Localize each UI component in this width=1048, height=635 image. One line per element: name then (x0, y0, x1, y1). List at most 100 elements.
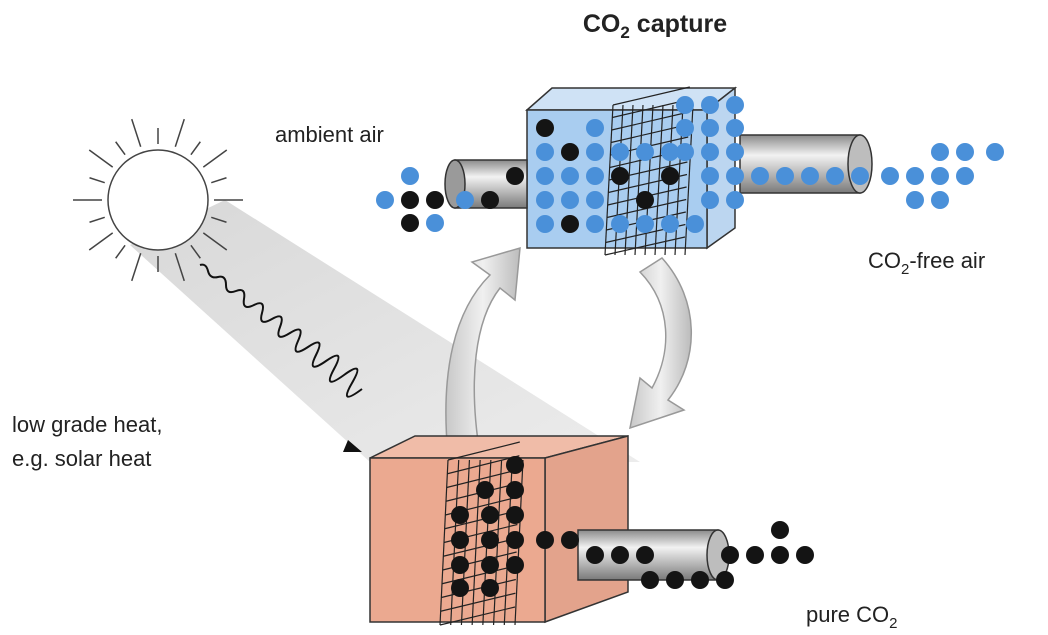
co2-molecule (481, 506, 499, 524)
co2-molecule (426, 191, 444, 209)
co2-molecule (481, 531, 499, 549)
co2-molecule (451, 556, 469, 574)
co2-molecule (506, 531, 524, 549)
mesh-line (634, 104, 644, 256)
air-molecule (726, 143, 744, 161)
co2-molecule (771, 546, 789, 564)
air-molecule (931, 167, 949, 185)
molecules (376, 96, 1004, 597)
sun-ray (89, 177, 105, 184)
label: e.g. solar heat (12, 446, 151, 471)
sun-ray (174, 118, 185, 147)
air-molecule (661, 143, 679, 161)
title-text: CO (583, 10, 621, 38)
air-molecule (726, 96, 744, 114)
label: low grade heat, (12, 412, 162, 437)
air-molecule (906, 167, 924, 185)
air-molecule (931, 191, 949, 209)
co2-molecule (476, 481, 494, 499)
co2-molecule (536, 531, 554, 549)
co2-molecule (401, 191, 419, 209)
co2-molecule (451, 506, 469, 524)
air-molecule (776, 167, 794, 185)
label: pure CO2 (806, 602, 898, 632)
co2-molecule (481, 579, 499, 597)
mesh-line (441, 578, 516, 599)
co2-molecule (401, 214, 419, 232)
label: ambient air (275, 122, 384, 147)
air-molecule (676, 119, 694, 137)
mesh-line (611, 111, 690, 131)
air-molecule (676, 143, 694, 161)
co2-molecule (636, 191, 654, 209)
label-subscript: 2 (889, 615, 897, 632)
co2-molecule (481, 556, 499, 574)
air-molecule (701, 96, 719, 114)
heat-wave (199, 263, 363, 398)
sun (73, 118, 243, 282)
label: CO2-free air (868, 248, 985, 278)
sun-ray (211, 216, 227, 223)
mesh-line (443, 537, 518, 557)
co2-molecule (561, 143, 579, 161)
sun-ray (211, 177, 227, 184)
air-molecule (456, 191, 474, 209)
sun-ray (190, 244, 201, 259)
sun-ray (88, 232, 114, 251)
air-molecule (906, 191, 924, 209)
mesh-line (610, 123, 689, 144)
co2-molecule (611, 167, 629, 185)
air-molecule (536, 143, 554, 161)
co2-molecule (481, 191, 499, 209)
co2-molecule (561, 531, 579, 549)
air-molecule (586, 167, 604, 185)
air-molecule (826, 167, 844, 185)
air-molecule (701, 167, 719, 185)
air-molecule (726, 167, 744, 185)
co2-molecule (561, 215, 579, 233)
air-molecule (611, 215, 629, 233)
air-molecule (586, 215, 604, 233)
co2-molecule (716, 571, 734, 589)
heat-arrowhead (343, 440, 362, 452)
sun-ray (202, 232, 228, 251)
label-text: -free air (909, 248, 985, 273)
sun-ray (89, 216, 105, 223)
air-molecule (701, 119, 719, 137)
air-molecule (561, 191, 579, 209)
mesh-line (439, 606, 516, 626)
air-molecule (561, 167, 579, 185)
air-molecule (851, 167, 869, 185)
co2-molecule (451, 579, 469, 597)
light-beam (130, 200, 640, 462)
mesh-line (447, 455, 520, 475)
sun-ray (115, 244, 126, 259)
label-text: CO (868, 248, 901, 273)
air-molecule (636, 143, 654, 161)
title-text: capture (630, 10, 727, 38)
sun-ray (131, 253, 142, 282)
co2-molecule (506, 456, 524, 474)
air-molecule (751, 167, 769, 185)
co2-molecule (506, 556, 524, 574)
co2-molecule (796, 546, 814, 564)
mesh-line (441, 565, 517, 585)
air-molecule (801, 167, 819, 185)
air-molecule (376, 191, 394, 209)
air-molecule (726, 119, 744, 137)
air-molecule (956, 167, 974, 185)
co2-molecule (451, 531, 469, 549)
sun-ray (131, 118, 142, 147)
air-molecule (536, 167, 554, 185)
title-subscript: 2 (620, 23, 629, 42)
cycle-arrow-down (629, 257, 693, 430)
co2-molecule (661, 167, 679, 185)
air-molecule (701, 143, 719, 161)
air-molecule (586, 119, 604, 137)
label-subscript: 2 (901, 261, 909, 278)
air-molecule (536, 215, 554, 233)
co2-molecule (666, 571, 684, 589)
co2-molecule (506, 481, 524, 499)
air-molecule (956, 143, 974, 161)
co2-molecule (636, 546, 654, 564)
